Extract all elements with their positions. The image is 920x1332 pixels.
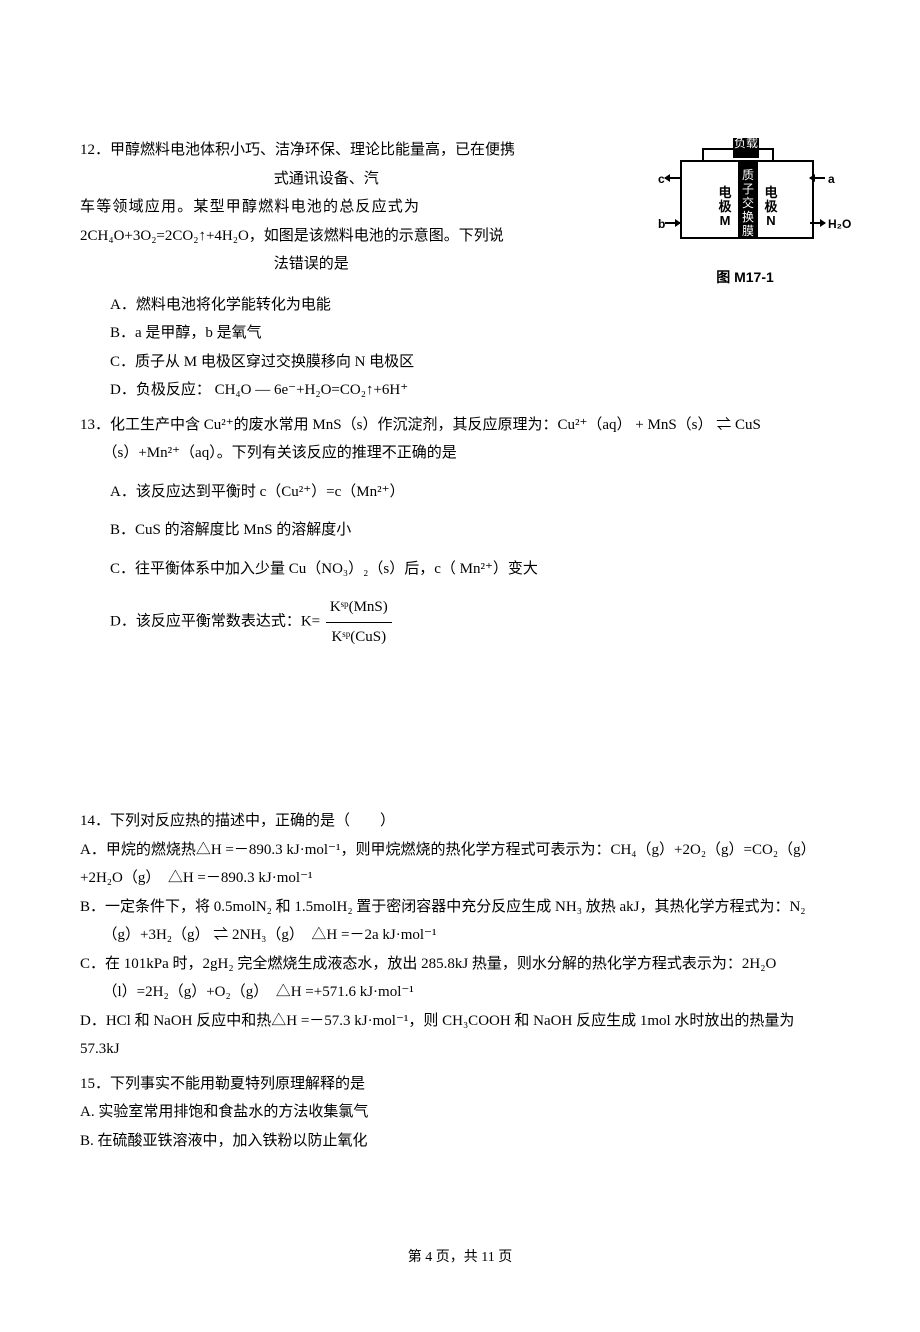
q13-d-pre: D．该反应平衡常数表达式：K= [110, 614, 320, 630]
q13-option-c: C．往平衡体系中加入少量 Cu（NO₃）₂（s）后，c（ Mn²⁺）变大 [80, 555, 840, 584]
q12-text-1a: ．甲醇燃料电池体积小巧、洁净环保、理论比能量高，已在便携 [95, 142, 515, 158]
q14-number: 14 [80, 813, 95, 829]
q12-d-equation: CH₄O — 6e⁻+H₂O=CO₂↑+6H⁺ [215, 382, 409, 398]
q12-option-c: C．质子从 M 电极区穿过交换膜移向 N 电极区 [80, 348, 840, 377]
q14-option-b-l2: （g）+3H₂（g） ⇌ 2NH₃（g） △H =－2a kJ·mol⁻¹ [80, 921, 840, 950]
q12-text-3b: 法错误的是 [274, 256, 349, 272]
q12-option-a: A．燃料电池将化学能转化为电能 [80, 291, 840, 320]
q12-d-pre: D．负极反应： [110, 382, 211, 398]
question-13: 13．化工生产中含 Cu²⁺的废水常用 MnS（s）作沉淀剂，其反应原理为：Cu… [80, 411, 840, 652]
cell-body: 质子交换膜 电极M 电极N [680, 160, 814, 239]
port-h2o-label: H₂O [828, 213, 851, 236]
membrane-label: 质子交换膜 [742, 168, 754, 238]
arrow-h2o [810, 222, 825, 224]
q14-option-d-l1: D．HCl 和 NaOH 反应中和热△H =－57.3 kJ·mol⁻¹，则 C… [80, 1007, 840, 1036]
q13-option-a: A．该反应达到平衡时 c（Cu²⁺）=c（Mn²⁺） [80, 478, 840, 507]
q13-frac-num: Kˢᵖ(MnS) [326, 593, 392, 623]
q13-option-d: D．该反应平衡常数表达式：K= Kˢᵖ(MnS) Kˢᵖ(CuS) [80, 593, 840, 651]
exam-page: 负载 质子交换膜 电极M 电极N c b [0, 0, 920, 1332]
proton-membrane: 质子交换膜 [738, 162, 758, 237]
q12-option-b: B．a 是甲醇，b 是氧气 [80, 319, 840, 348]
q13-fraction: Kˢᵖ(MnS) Kˢᵖ(CuS) [326, 593, 392, 651]
arrow-a [810, 177, 825, 179]
q14-option-c-l2: （l）=2H₂（g）+O₂（g） △H =+571.6 kJ·mol⁻¹ [80, 978, 840, 1007]
q13-stem-line1: 13．化工生产中含 Cu²⁺的废水常用 MnS（s）作沉淀剂，其反应原理为：Cu… [80, 411, 840, 440]
fuel-cell-figure: 负载 质子交换膜 电极M 电极N c b [650, 140, 840, 291]
q15-option-b: B. 在硫酸亚铁溶液中，加入铁粉以防止氧化 [80, 1127, 840, 1156]
q14-option-a-l2: +2H₂O（g） △H =－890.3 kJ·mol⁻¹ [80, 864, 840, 893]
q12-option-d: D．负极反应： CH₄O — 6e⁻+H₂O=CO₂↑+6H⁺ [80, 376, 840, 405]
q13-number: 13 [80, 417, 95, 433]
q12-number: 12 [80, 142, 95, 158]
q13-text-1: ．化工生产中含 Cu²⁺的废水常用 MnS（s）作沉淀剂，其反应原理为：Cu²⁺… [95, 417, 761, 433]
figure-caption: 图 M17-1 [650, 264, 840, 291]
q14-stem-text: ．下列对反应热的描述中，正确的是（ ） [95, 813, 395, 829]
arrow-b [665, 222, 680, 224]
arrow-c [665, 177, 680, 179]
q14-option-c-l1: C．在 101kPa 时，2gH₂ 完全燃烧生成液态水，放出 285.8kJ 热… [80, 950, 840, 979]
q13-option-b: B．CuS 的溶解度比 MnS 的溶解度小 [80, 516, 840, 545]
q15-stem-text: ．下列事实不能用勒夏特列原理解释的是 [95, 1076, 365, 1092]
q13-stem-line2: （s）+Mn²⁺（aq）。下列有关该反应的推理不正确的是 [80, 439, 840, 468]
port-b-label: b [658, 213, 665, 236]
q14-stem: 14．下列对反应热的描述中，正确的是（ ） [80, 807, 840, 836]
q12-text-1b: 式通讯设备、汽 [274, 171, 379, 187]
q13-frac-den: Kˢᵖ(CuS) [326, 623, 392, 652]
question-15: 15．下列事实不能用勒夏特列原理解释的是 A. 实验室常用排饱和食盐水的方法收集… [80, 1070, 840, 1156]
q15-number: 15 [80, 1076, 95, 1092]
page-footer: 第 4 页，共 11 页 [80, 1245, 840, 1272]
question-12: 负载 质子交换膜 电极M 电极N c b [80, 136, 840, 405]
load-box: 负载 [733, 138, 759, 158]
port-a-label: a [828, 168, 835, 191]
q15-option-a: A. 实验室常用排饱和食盐水的方法收集氯气 [80, 1098, 840, 1127]
q15-stem: 15．下列事实不能用勒夏特列原理解释的是 [80, 1070, 840, 1099]
q14-option-b-l1: B．一定条件下，将 0.5molN₂ 和 1.5molH₂ 置于密闭容器中充分反… [80, 893, 840, 922]
question-14: 14．下列对反应热的描述中，正确的是（ ） A．甲烷的燃烧热△H =－890.3… [80, 807, 840, 1064]
q14-option-a-l1: A．甲烷的燃烧热△H =－890.3 kJ·mol⁻¹，则甲烷燃烧的热化学方程式… [80, 836, 840, 865]
q12-text-3a: 2CH₄O+3O₂=2CO₂↑+4H₂O，如图是该燃料电池的示意图。下列说 [80, 228, 504, 244]
electrode-n: 电极N [762, 186, 780, 228]
q14-option-d-l2: 57.3kJ [80, 1035, 840, 1064]
electrode-m: 电极M [716, 186, 734, 228]
load-label: 负载 [734, 136, 758, 150]
